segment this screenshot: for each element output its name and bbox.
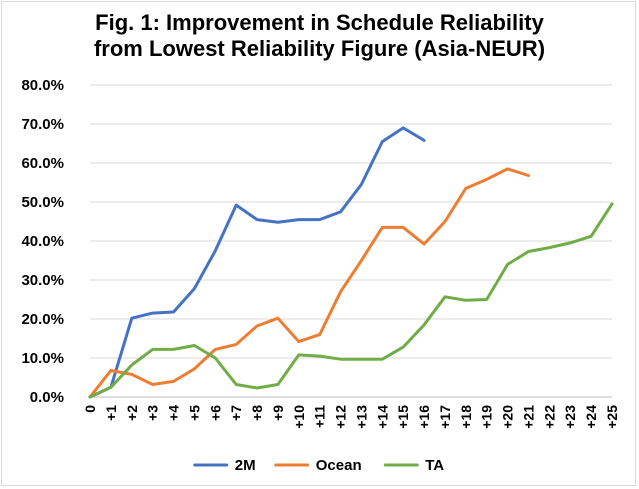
x-tick-label: +19: [479, 405, 495, 429]
x-tick-label: +14: [374, 405, 390, 429]
gridlines: [90, 84, 612, 359]
series-lines: [88, 126, 614, 399]
legend-label-2m: 2M: [235, 457, 256, 474]
series-line-2m: [88, 126, 426, 399]
chart-title-line-2: from Lowest Reliability Figure (Asia-NEU…: [93, 36, 546, 61]
x-tick-label: +11: [312, 405, 328, 428]
chart-title-line-1: Fig. 1: Improvement in Schedule Reliabil…: [95, 10, 544, 35]
x-tick-label: +5: [186, 405, 202, 421]
legend: 2M Ocean TA: [193, 457, 444, 474]
y-tick-label: 40.0%: [21, 233, 64, 250]
x-tick-label: +3: [145, 405, 161, 421]
x-tick-label: +25: [604, 405, 620, 429]
x-tick-label: +4: [166, 405, 182, 421]
x-tick-label: +15: [395, 405, 411, 429]
x-tick-label: 0: [82, 405, 98, 413]
y-tick-label: 20.0%: [21, 311, 64, 328]
x-tick-label: +7: [228, 405, 244, 421]
series-line-ocean: [88, 167, 530, 399]
x-tick-label: +6: [207, 405, 223, 421]
x-tick-label: +24: [583, 405, 599, 429]
y-tick-label: 80.0%: [21, 77, 64, 94]
legend-label-ta: TA: [425, 457, 444, 474]
x-tick-label: +20: [500, 405, 516, 429]
x-axis: 0 +1 +2 +3 +4 +5 +6 +7 +8 +9 +10 +11 +12 +13 +14 +15 +16…: [82, 396, 620, 429]
x-tick-label: +8: [249, 405, 265, 421]
x-tick-label: +23: [562, 405, 578, 429]
y-tick-label: 30.0%: [21, 272, 64, 289]
y-tick-label: 10.0%: [21, 350, 64, 367]
y-tick-label: 60.0%: [21, 155, 64, 172]
series-line-ta: [88, 202, 614, 399]
x-tick-label: +2: [124, 405, 140, 421]
x-tick-label: +1: [103, 405, 119, 421]
x-tick-label: +12: [333, 405, 349, 429]
x-tick-label: +16: [416, 405, 432, 429]
legend-label-ocean: Ocean: [316, 457, 362, 474]
y-tick-label: 70.0%: [21, 116, 64, 133]
x-tick-label: +13: [353, 405, 369, 429]
x-tick-label: +17: [437, 405, 453, 429]
x-tick-label: +18: [458, 405, 474, 429]
x-tick-label: +21: [520, 405, 536, 429]
y-tick-label: 0.0%: [30, 389, 64, 406]
x-tick-label: +22: [541, 405, 557, 429]
x-tick-label: +10: [291, 405, 307, 429]
chart-title: Fig. 1: Improvement in Schedule Reliabil…: [0, 10, 639, 62]
x-tick-label: +9: [270, 405, 286, 421]
y-axis: 0.0% 10.0% 20.0% 30.0% 40.0% 50.0% 60.0% 70.0% 8…: [21, 77, 64, 406]
y-tick-label: 50.0%: [21, 194, 64, 211]
